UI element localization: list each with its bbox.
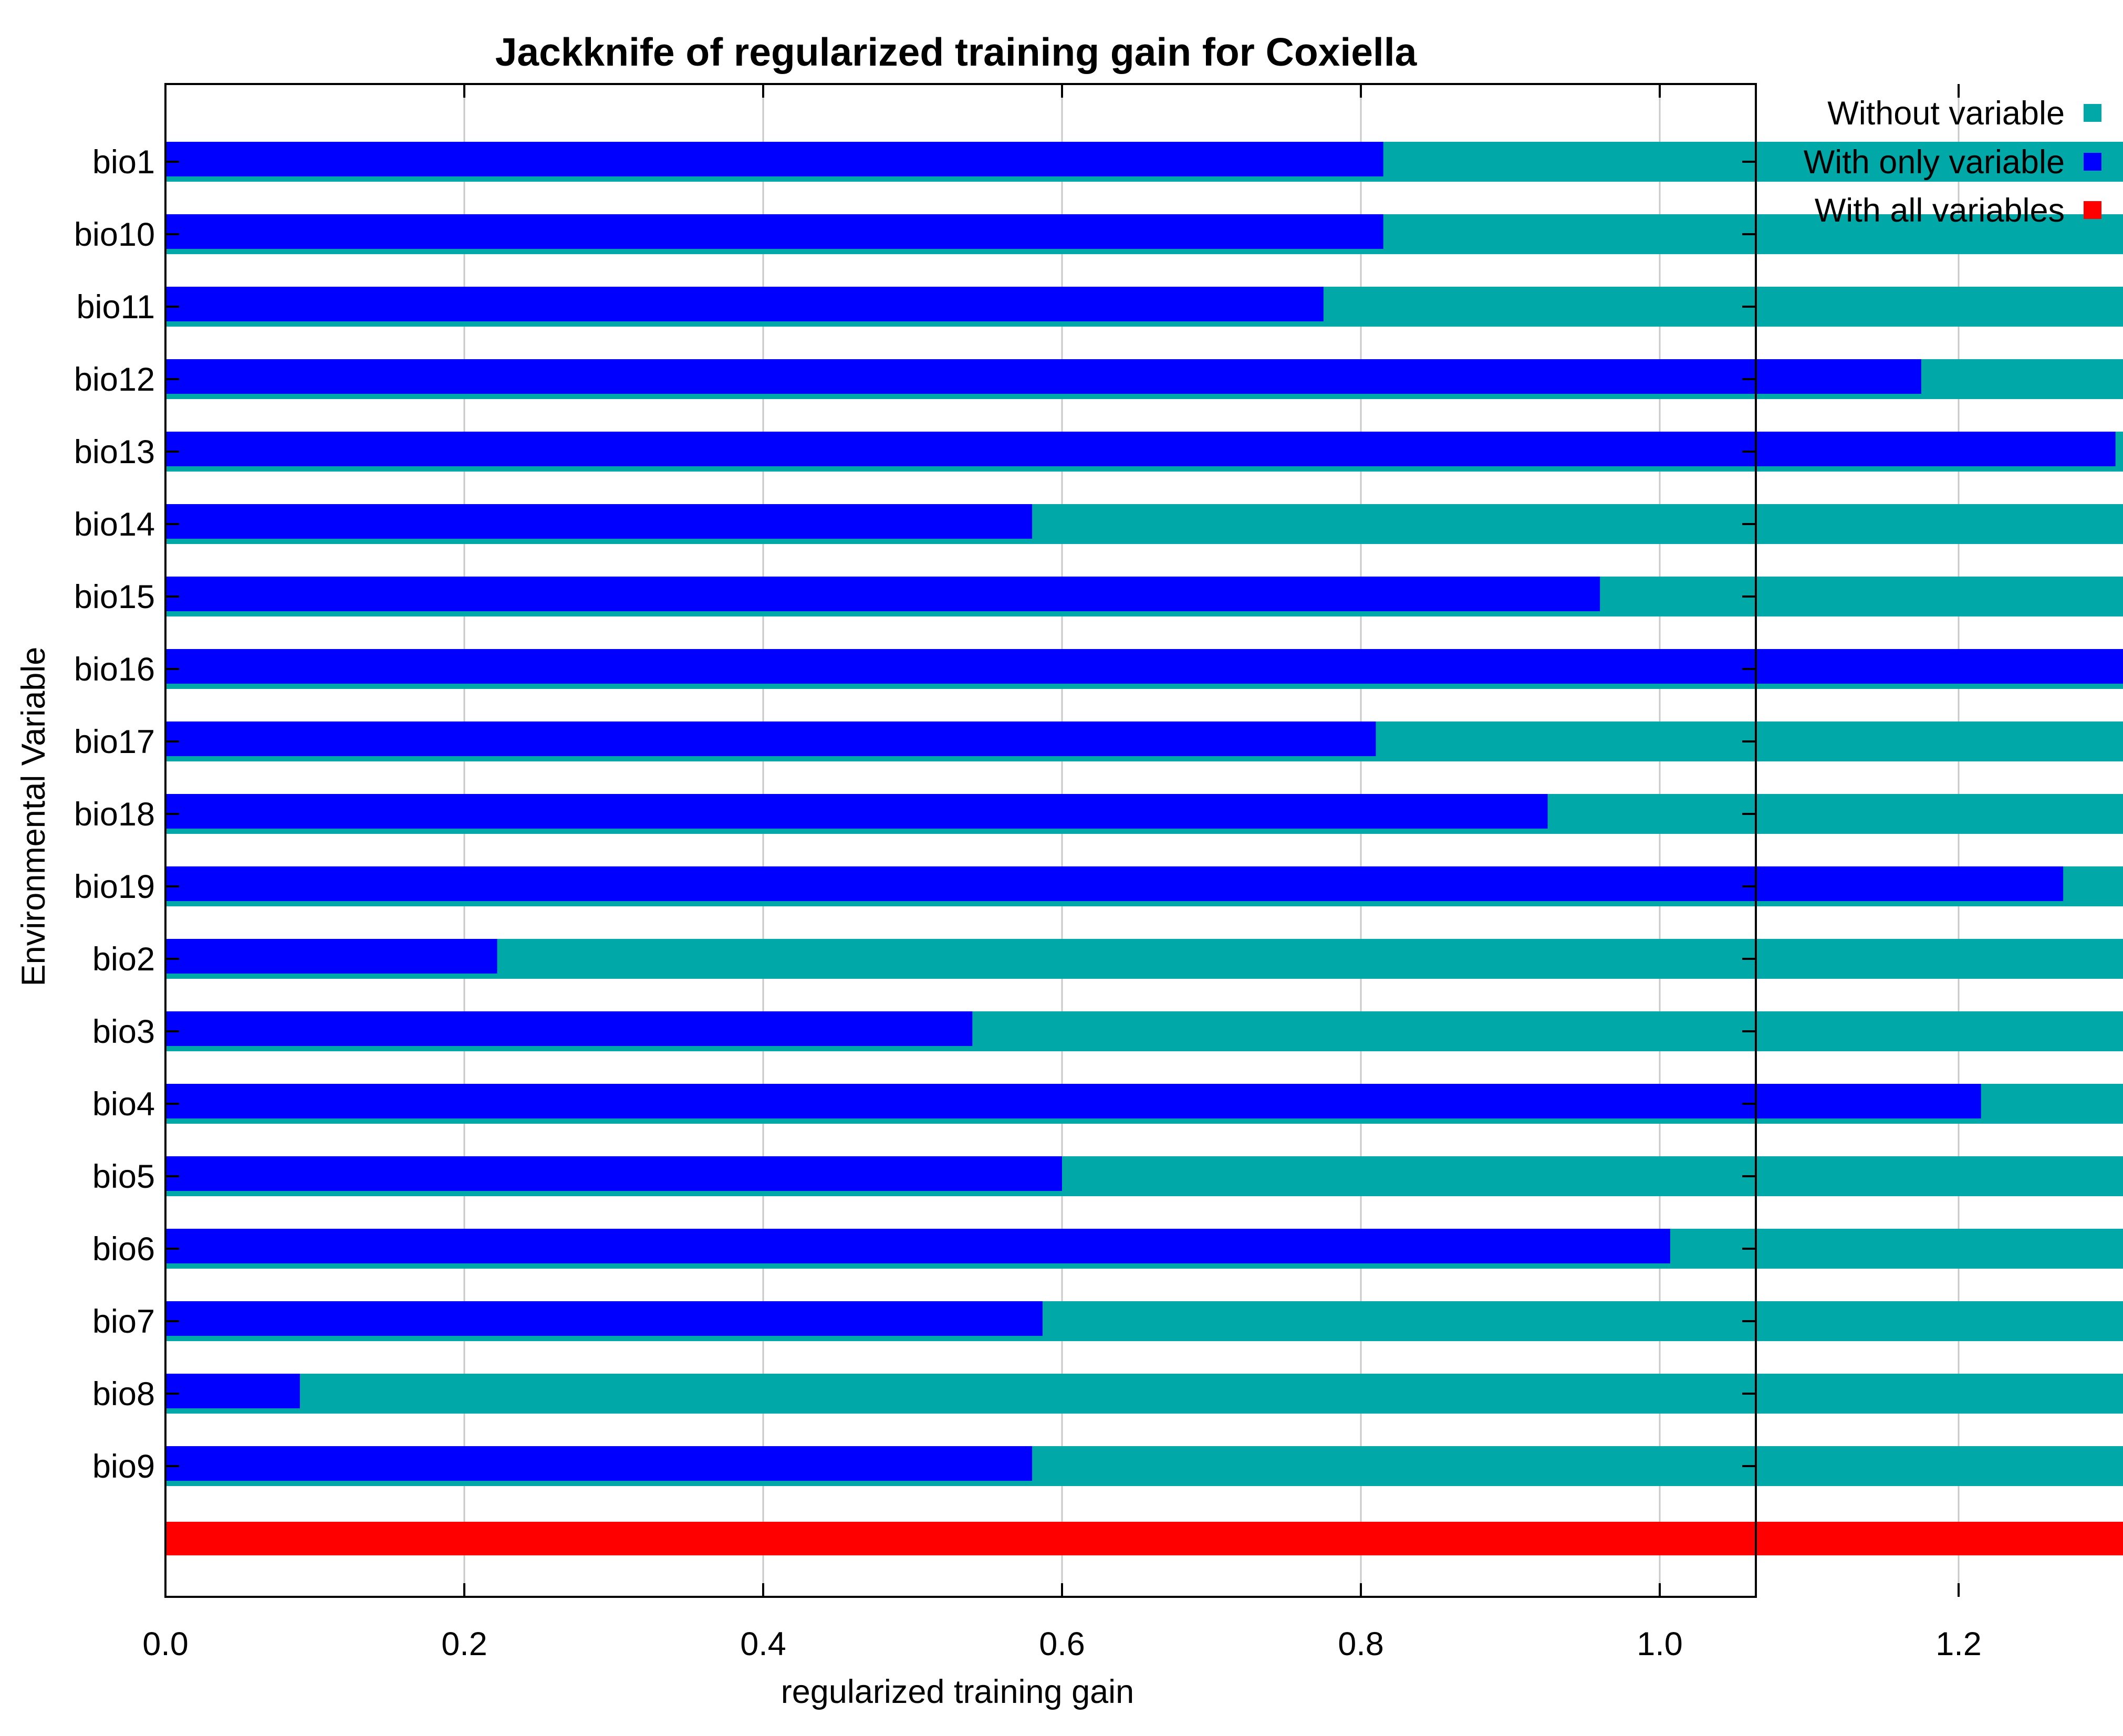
x-tick-label: 1.0 bbox=[1637, 1626, 1683, 1662]
bar-with-only-variable bbox=[165, 1301, 1043, 1336]
y-tick-label: bio1 bbox=[92, 144, 155, 181]
bar-with-only-variable bbox=[165, 1084, 1981, 1118]
y-tick-label: bio5 bbox=[92, 1158, 155, 1195]
bars bbox=[165, 142, 2123, 1555]
y-tick-label: bio14 bbox=[74, 506, 155, 543]
legend: Without variable With only variable With a… bbox=[1804, 95, 2101, 229]
y-tick-label: bio7 bbox=[92, 1303, 155, 1340]
bar-with-only-variable bbox=[165, 214, 1383, 249]
y-tick-label: bio6 bbox=[92, 1231, 155, 1268]
bar-with-only-variable bbox=[165, 1156, 1062, 1191]
y-tick-label: bio8 bbox=[92, 1376, 155, 1413]
bar-with-all-variables bbox=[165, 1522, 2123, 1555]
y-tick-label: bio15 bbox=[74, 579, 155, 615]
y-tick-label: bio9 bbox=[92, 1448, 155, 1485]
legend-label: Without variable bbox=[1827, 95, 2065, 132]
legend-label: With all variables bbox=[1815, 192, 2065, 229]
x-tick-labels: 0.00.20.40.60.81.01.21.41.61.82.0 bbox=[142, 1626, 1982, 1662]
bar-with-only-variable bbox=[165, 142, 1383, 176]
y-tick-label: bio16 bbox=[74, 651, 155, 688]
x-axis-label: regularized training gain bbox=[781, 1674, 1134, 1710]
bar-with-only-variable bbox=[165, 504, 1033, 539]
y-tick-label: bio3 bbox=[92, 1013, 155, 1050]
y-tick-label: bio19 bbox=[74, 869, 155, 905]
y-tick-label: bio10 bbox=[74, 216, 155, 253]
bar-with-only-variable bbox=[165, 359, 1921, 394]
y-tick-label: bio11 bbox=[77, 289, 155, 326]
bar-with-only-variable bbox=[165, 1229, 1670, 1263]
x-tick-label: 0.8 bbox=[1338, 1626, 1384, 1662]
legend-label: With only variable bbox=[1804, 144, 2065, 181]
y-tick-label: bio18 bbox=[74, 796, 155, 833]
bar-with-only-variable bbox=[165, 1374, 300, 1408]
x-tick-label: 1.2 bbox=[1935, 1626, 1982, 1662]
y-tick-label: bio4 bbox=[92, 1086, 155, 1123]
axis-ticks bbox=[164, 84, 1960, 1597]
bar-with-only-variable bbox=[165, 432, 2116, 466]
y-tick-labels: bio1 bio10 bio11 bio12 bio13 bio14 bio15 bio16 b… bbox=[74, 144, 155, 1485]
x-tick-label: 0.4 bbox=[740, 1626, 786, 1662]
bar-with-only-variable bbox=[165, 794, 1548, 829]
bar-with-only-variable bbox=[165, 287, 1324, 321]
chart-title: Jackknife of regularized training gain f… bbox=[495, 30, 1418, 74]
bar-without-variable bbox=[165, 1374, 2123, 1414]
y-tick-label: bio2 bbox=[92, 941, 155, 978]
legend-swatch bbox=[2084, 201, 2101, 219]
legend-swatch bbox=[2084, 153, 2101, 171]
bar-with-only-variable bbox=[165, 1011, 973, 1046]
x-tick-label: 0.2 bbox=[441, 1626, 487, 1662]
bar-with-only-variable bbox=[165, 649, 2123, 684]
x-tick-label: 0.0 bbox=[142, 1626, 189, 1662]
bar-with-only-variable bbox=[165, 866, 2064, 901]
legend-swatch bbox=[2084, 104, 2101, 122]
y-axis-label: Environmental Variable bbox=[15, 647, 52, 987]
bar-with-only-variable bbox=[165, 721, 1376, 756]
bar-with-only-variable bbox=[165, 939, 497, 974]
y-tick-label: bio12 bbox=[74, 361, 155, 398]
y-tick-label: bio13 bbox=[74, 434, 155, 470]
x-tick-label: 0.6 bbox=[1039, 1626, 1085, 1662]
y-tick-label: bio17 bbox=[74, 724, 155, 760]
bar-with-only-variable bbox=[165, 577, 1600, 611]
bar-with-only-variable bbox=[165, 1446, 1033, 1481]
plot-frame bbox=[164, 83, 1757, 1598]
